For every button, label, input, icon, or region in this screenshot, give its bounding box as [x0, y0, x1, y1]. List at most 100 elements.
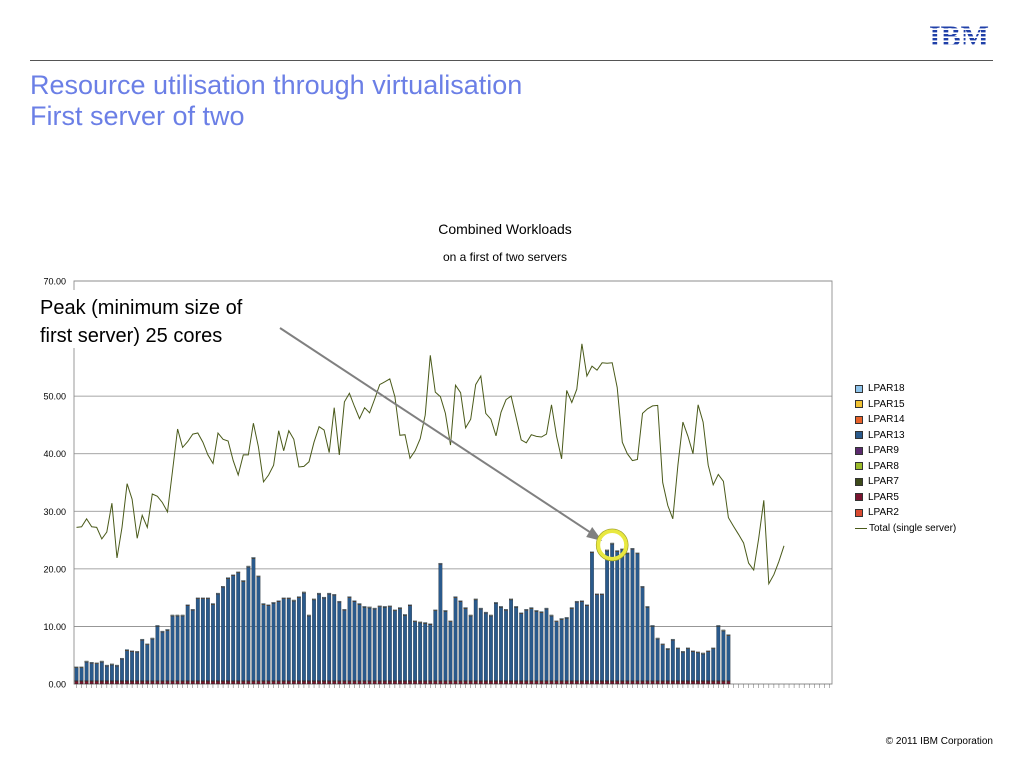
bar-segment-lpar18: [574, 600, 579, 602]
bar-segment-lpar18: [534, 610, 539, 612]
bar-segment-lpar13: [494, 603, 498, 681]
bar-segment-lpar18: [130, 650, 135, 652]
bar-segment-lpar18: [509, 598, 514, 600]
legend-swatch: [855, 400, 863, 409]
y-tick-label: 10.00: [43, 622, 66, 632]
bar-segment-lpar18: [216, 592, 220, 594]
bar-segment-lpar18: [590, 551, 594, 553]
bar-segment-lpar13: [655, 638, 660, 681]
bar-segment-lpar13: [438, 564, 443, 681]
bar-segment-lpar13: [266, 605, 271, 681]
bar-segment-lpar5: [691, 681, 695, 684]
bar-segment-lpar5: [514, 681, 519, 684]
bar-segment-lpar18: [125, 649, 129, 651]
bar-segment-lpar5: [372, 681, 377, 684]
bar-segment-lpar5: [635, 681, 640, 684]
bar-segment-lpar13: [595, 594, 599, 681]
bar-segment-lpar13: [382, 607, 387, 681]
legend-item-lpar13: LPAR13: [855, 428, 956, 444]
bar-segment-lpar5: [595, 681, 599, 684]
bar-segment-lpar13: [625, 553, 630, 681]
bar-segment-lpar18: [115, 664, 119, 666]
legend-swatch: [855, 431, 863, 440]
bar-segment-lpar13: [600, 594, 604, 681]
bar-segment-lpar5: [185, 681, 190, 684]
bar-segment-lpar13: [534, 611, 539, 681]
bar-segment-lpar18: [665, 648, 670, 650]
bar-segment-lpar13: [185, 605, 190, 681]
bar-segment-lpar5: [579, 681, 584, 684]
bar-segment-lpar13: [160, 632, 165, 681]
bar-segment-lpar13: [241, 581, 246, 681]
legend-item-lpar14: LPAR14: [855, 412, 956, 428]
peak-callout-line1: Peak (minimum size of: [40, 297, 243, 319]
bar-segment-lpar5: [605, 681, 610, 684]
bar-segment-lpar18: [585, 604, 589, 606]
bar-segment-lpar13: [125, 650, 129, 681]
bar-segment-lpar18: [332, 594, 337, 595]
chart-subtitle: on a first of two servers: [442, 250, 568, 264]
bar-segment-lpar5: [413, 681, 417, 684]
bar-segment-lpar5: [377, 681, 382, 684]
bar-segment-lpar13: [216, 594, 220, 681]
bar-segment-lpar13: [559, 619, 564, 681]
legend-label: Total (single server): [869, 522, 957, 534]
bar-segment-lpar5: [180, 681, 185, 684]
bar-segment-lpar18: [716, 625, 721, 626]
bar-segment-lpar5: [332, 681, 337, 684]
bar-segment-lpar13: [372, 609, 377, 681]
bar-segment-lpar13: [79, 667, 84, 681]
bar-segment-lpar18: [610, 542, 615, 544]
bar-segment-lpar18: [483, 611, 488, 613]
bar-segment-lpar18: [236, 571, 241, 573]
total-line: [76, 343, 785, 586]
bar-segment-lpar13: [645, 607, 650, 681]
bar-segment-lpar13: [190, 610, 195, 681]
bar-segment-lpar5: [206, 681, 210, 684]
bar-segment-lpar13: [246, 567, 251, 681]
bar-segment-lpar13: [332, 595, 337, 681]
legend-item-lpar7: LPAR7: [855, 474, 956, 490]
bar-segment-lpar13: [549, 615, 554, 681]
bar-segment-lpar18: [418, 621, 423, 623]
bar-segment-lpar5: [645, 681, 650, 684]
bar-segment-lpar18: [549, 614, 554, 616]
bar-segment-lpar13: [236, 572, 241, 681]
bar-segment-lpar18: [155, 625, 160, 626]
peak-highlight-circle: [596, 528, 629, 561]
bar-segment-lpar18: [721, 629, 726, 631]
bar-segment-lpar13: [195, 598, 200, 681]
bar-segment-lpar13: [221, 587, 225, 681]
bar-segment-lpar5: [195, 681, 200, 684]
bar-segment-lpar18: [104, 664, 109, 666]
bar-segment-lpar13: [544, 609, 549, 681]
bar-segment-lpar13: [115, 666, 119, 681]
bar-segment-lpar18: [554, 620, 559, 622]
bar-segment-lpar5: [665, 681, 670, 684]
bar-segment-lpar18: [110, 663, 114, 665]
bar-segment-lpar13: [276, 601, 281, 681]
bar-segment-lpar18: [160, 630, 165, 632]
slide-title: Resource utilisation through virtualisat…: [30, 70, 522, 132]
bar-segment-lpar5: [89, 681, 94, 684]
bar-segment-lpar13: [681, 652, 685, 681]
bar-segment-lpar5: [307, 681, 311, 684]
bar-segment-lpar13: [635, 553, 640, 681]
bar-segment-lpar18: [670, 638, 675, 640]
bar-segment-lpar18: [276, 600, 281, 602]
legend-label: LPAR2: [868, 507, 899, 519]
bar-segment-lpar13: [660, 644, 665, 681]
bar-segment-lpar13: [211, 604, 215, 681]
bar-segment-lpar18: [428, 623, 433, 625]
bar-segment-lpar18: [180, 614, 185, 616]
bar-segment-lpar5: [458, 681, 463, 684]
bar-segment-lpar13: [89, 663, 94, 681]
legend-label: LPAR7: [868, 476, 899, 488]
bar-segment-lpar18: [701, 652, 706, 654]
legend-label: LPAR13: [868, 429, 905, 441]
peak-highlight-ring: [595, 528, 629, 562]
bar-segment-lpar18: [362, 606, 367, 607]
bar-segment-lpar5: [494, 681, 498, 684]
bar-segment-lpar13: [261, 604, 266, 681]
bar-segment-lpar5: [706, 681, 711, 684]
